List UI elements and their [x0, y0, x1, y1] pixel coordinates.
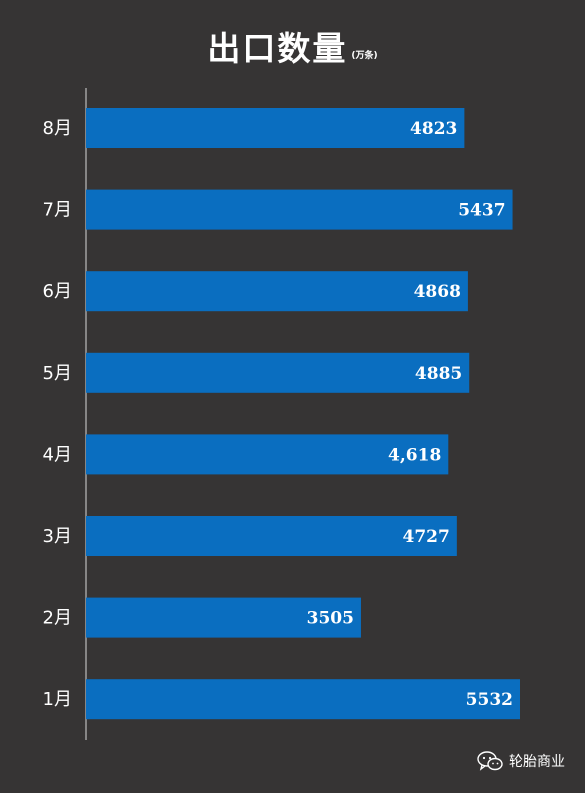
category-label: 8月	[43, 118, 72, 139]
chart-title-area: 出口数量 (万条)	[0, 22, 585, 70]
wechat-icon	[477, 751, 503, 771]
category-label: 7月	[43, 200, 72, 221]
category-label: 2月	[43, 608, 72, 629]
bar-4	[86, 352, 470, 393]
category-label: 1月	[43, 689, 72, 710]
bar-5	[86, 434, 449, 475]
bar-3	[86, 271, 468, 312]
bars-group: 8月 4823 7月 5437 6月 4868 5月 4885 4月 4,618 3月 4727 2月 3…	[43, 108, 520, 720]
bar-1	[86, 108, 465, 148]
category-label: 4月	[43, 444, 72, 465]
watermark-text: 轮胎商业	[509, 754, 565, 770]
value-label: 4727	[403, 527, 450, 547]
value-label: 5437	[458, 201, 505, 221]
value-label: 4,618	[388, 445, 441, 465]
watermark: 轮胎商业	[477, 751, 565, 771]
category-label: 3月	[43, 526, 72, 547]
bar-7	[86, 597, 361, 638]
value-label: 4885	[415, 364, 462, 384]
bar-2	[86, 189, 513, 230]
chart-unit: (万条)	[351, 51, 378, 61]
value-label: 3505	[307, 609, 354, 629]
value-label: 5532	[466, 690, 513, 710]
bar-6	[86, 516, 457, 556]
category-label: 5月	[43, 363, 72, 384]
chart-title: 出口数量	[207, 29, 348, 68]
bar-8	[86, 679, 520, 720]
value-label: 4868	[414, 282, 461, 302]
value-label: 4823	[410, 119, 457, 139]
category-label: 6月	[43, 281, 72, 302]
